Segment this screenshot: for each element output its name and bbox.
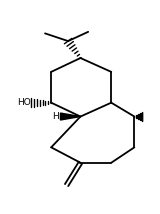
Text: HO: HO — [17, 98, 30, 107]
Polygon shape — [60, 113, 80, 120]
Text: H: H — [52, 112, 59, 121]
